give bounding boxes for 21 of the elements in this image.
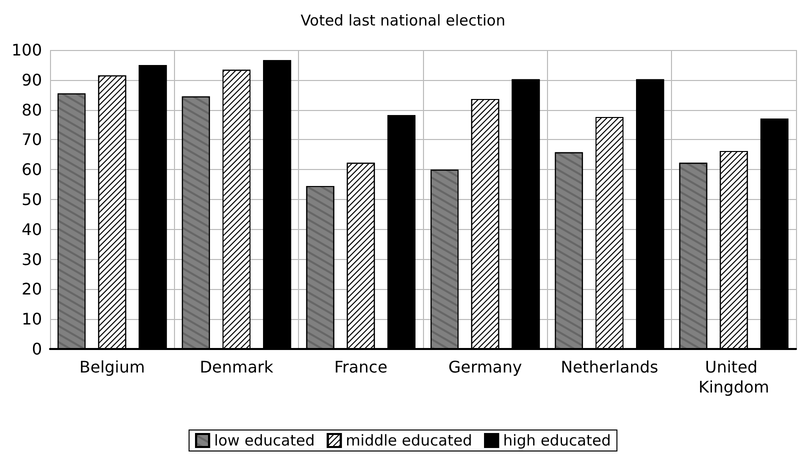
- y-tick-label: 20: [22, 280, 42, 299]
- y-tick-label: 70: [22, 130, 42, 150]
- x-tick-label: Belgium: [79, 358, 145, 376]
- y-tick-label: 30: [22, 250, 42, 269]
- x-tick-label: Netherlands: [560, 358, 658, 376]
- x-tick-label: France: [334, 358, 388, 376]
- legend-label: middle educated: [346, 432, 472, 450]
- y-tick-label: 60: [22, 160, 42, 180]
- y-tick-label: 10: [22, 310, 42, 329]
- legend-label: high educated: [503, 432, 611, 450]
- y-tick-label: 90: [22, 70, 42, 90]
- y-tick-label: 0: [32, 340, 42, 358]
- y-tick-label: 40: [22, 220, 42, 239]
- y-tick-label: 100: [11, 40, 42, 60]
- x-tick-label: Germany: [448, 358, 522, 376]
- y-tick-label: 50: [22, 190, 42, 209]
- chart-title: Voted last national election: [300, 12, 506, 30]
- x-tick-label: United Kingdom: [698, 358, 770, 396]
- y-tick-label: 80: [22, 100, 42, 120]
- x-tick-label: Denmark: [200, 358, 274, 376]
- legend-label: low educated: [214, 432, 315, 450]
